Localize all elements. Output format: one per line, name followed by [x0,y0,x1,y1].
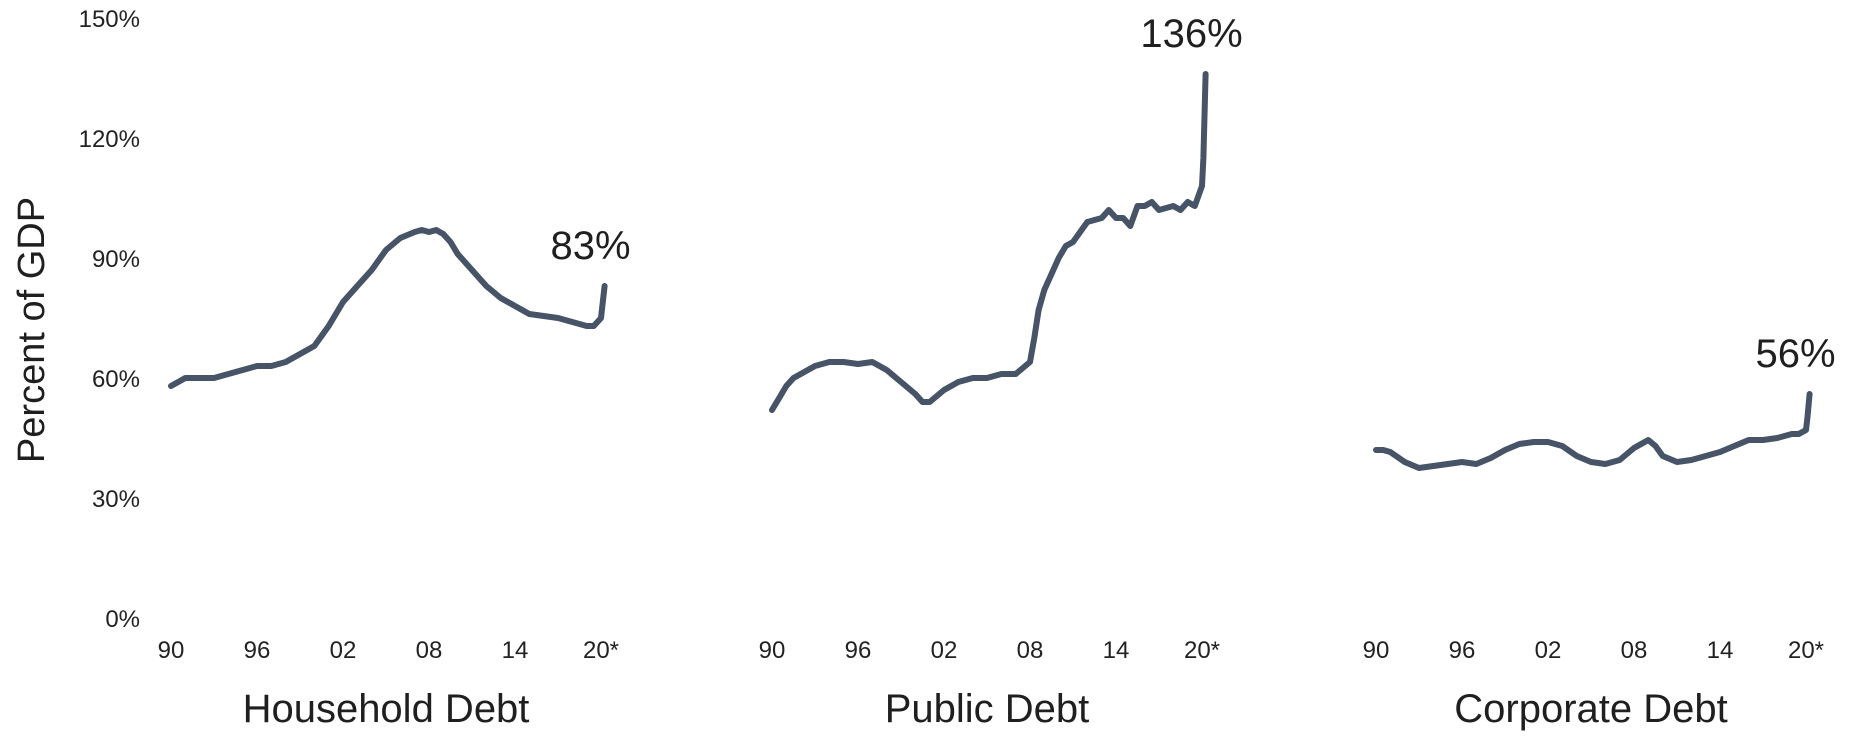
chart-panels: 90 96 02 08 14 20* Household Debt 83% 90 96 02 08 14… [158,12,1836,731]
y-tick-label: 60% [92,366,140,393]
panel-title: Corporate Debt [1454,687,1727,731]
panel-public-debt: 90 96 02 08 14 20* Public Debt 136% [759,12,1243,731]
x-tick-label: 14 [502,637,529,664]
series-line [769,71,1209,413]
panel-household-debt: 90 96 02 08 14 20* Household Debt 83% [158,224,631,731]
series-line [168,227,608,389]
panel-title: Household Debt [243,687,530,731]
x-tick-label: 96 [244,637,271,664]
end-value-label: 83% [551,224,631,268]
x-tick-label: 96 [845,637,872,664]
end-value-label: 56% [1756,332,1836,376]
x-tick-label: 02 [330,637,357,664]
x-tick-label: 90 [158,637,185,664]
x-tick-label: 08 [416,637,443,664]
y-tick-label: 30% [92,486,140,513]
x-tick-label: 20* [1788,637,1824,664]
series-line [1373,391,1813,471]
y-axis-title: Percent of GDP [11,197,53,463]
x-tick-label: 20* [1184,637,1220,664]
x-tick-label: 08 [1621,637,1648,664]
y-tick-label: 90% [92,246,140,273]
y-tick-label: 0% [105,606,140,633]
x-tick-label: 90 [1363,637,1390,664]
x-tick-label: 02 [1535,637,1562,664]
panel-title: Public Debt [885,687,1090,731]
x-tick-label: 14 [1103,637,1130,664]
x-tick-label: 90 [759,637,786,664]
y-tick-label: 150% [79,6,140,33]
x-tick-label: 02 [931,637,958,664]
y-axis-ticks: 0% 30% 60% 90% 120% 150% [79,6,140,633]
x-tick-label: 14 [1707,637,1734,664]
x-tick-label: 96 [1449,637,1476,664]
y-tick-label: 120% [79,126,140,153]
x-tick-label: 20* [583,637,619,664]
end-value-label: 136% [1140,12,1242,56]
panel-corporate-debt: 90 96 02 08 14 20* Corporate Debt 56% [1363,332,1836,731]
x-tick-label: 08 [1017,637,1044,664]
